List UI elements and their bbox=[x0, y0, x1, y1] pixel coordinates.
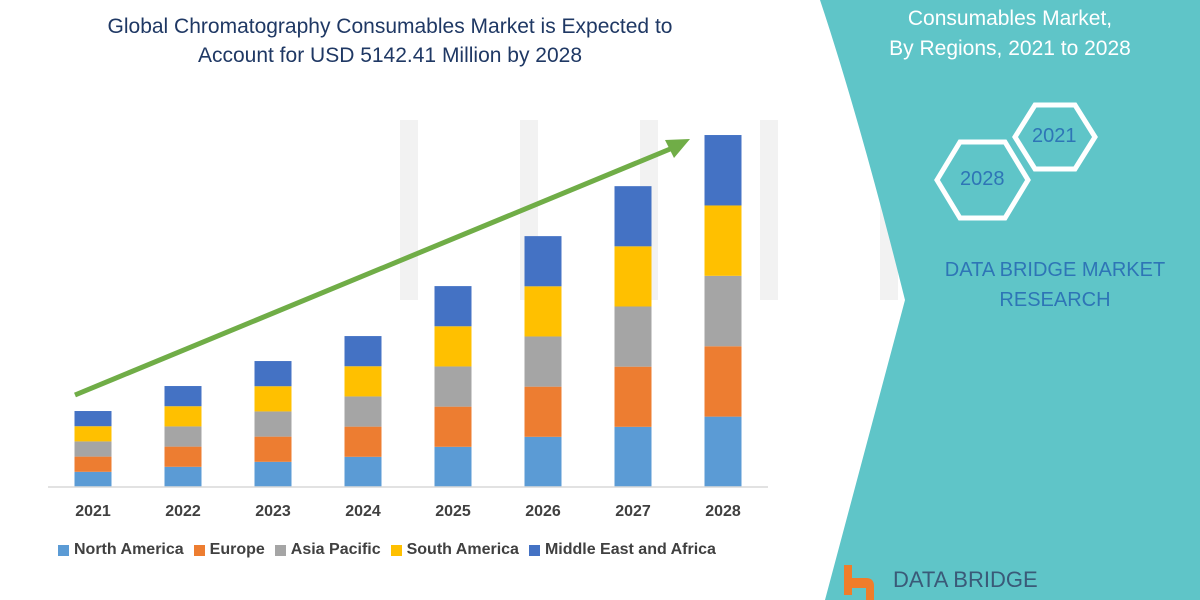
bar-segment-2024-asia-pacific bbox=[344, 396, 382, 427]
x-tick-label-2026: 2026 bbox=[525, 503, 561, 520]
bar-segment-2022-north-america bbox=[164, 466, 202, 487]
x-tick-label-2023: 2023 bbox=[255, 503, 291, 520]
bar-segment-2023-asia-pacific bbox=[254, 411, 292, 437]
bar-segment-2027-south-america bbox=[614, 246, 652, 307]
hex-label-2021: 2021 bbox=[1032, 125, 1077, 147]
panel-title-line-1: Consumables Market, bbox=[907, 7, 1113, 30]
x-tick-label-2027: 2027 bbox=[615, 503, 651, 520]
bar-segment-2028-north-america bbox=[704, 416, 742, 487]
bar-segment-2026-europe bbox=[524, 386, 562, 437]
legend-label: South America bbox=[406, 541, 519, 558]
panel-title-line-2: By Regions, 2021 to 2028 bbox=[889, 37, 1131, 60]
bar-segment-2024-middle-east-and-africa bbox=[344, 336, 382, 367]
bar-segment-2028-middle-east-and-africa bbox=[704, 135, 742, 206]
bar-segment-2021-middle-east-and-africa bbox=[74, 411, 112, 427]
bar-segment-2026-middle-east-and-africa bbox=[524, 236, 562, 287]
bar-segment-2027-asia-pacific bbox=[614, 306, 652, 367]
hexagon-2028-icon bbox=[934, 139, 1031, 221]
title-line-1: Global Chromatography Consumables Market… bbox=[107, 15, 673, 38]
bar-segment-2026-south-america bbox=[524, 286, 562, 337]
logo-b-icon bbox=[844, 565, 874, 600]
legend-label: North America bbox=[74, 541, 184, 558]
bar-segment-2021-north-america bbox=[74, 471, 112, 487]
legend-swatch bbox=[193, 544, 205, 556]
brand-text: DATA BRIDGE MARKET RESEARCH bbox=[920, 255, 1190, 315]
bar-segment-2023-north-america bbox=[254, 461, 292, 487]
legend-swatch bbox=[528, 544, 540, 556]
bar-segment-2022-asia-pacific bbox=[164, 426, 202, 447]
bar-segment-2027-north-america bbox=[614, 426, 652, 487]
bars-group bbox=[74, 135, 742, 487]
legend-label: Asia Pacific bbox=[290, 541, 381, 558]
bar-segment-2021-asia-pacific bbox=[74, 441, 112, 457]
bar-segment-2021-south-america bbox=[74, 426, 112, 442]
bar-segment-2025-south-america bbox=[434, 326, 472, 367]
legend-item: South America bbox=[390, 541, 519, 559]
brand-line-1: DATA BRIDGE MARKET bbox=[944, 259, 1166, 281]
bar-segment-2025-europe bbox=[434, 406, 472, 447]
bar-segment-2024-south-america bbox=[344, 366, 382, 397]
title-line-2: Account for USD 5142.41 Million by 2028 bbox=[197, 44, 583, 67]
x-tick-label-2028: 2028 bbox=[705, 503, 741, 520]
bar-segment-2028-south-america bbox=[704, 205, 742, 276]
bar-segment-2024-north-america bbox=[344, 456, 382, 487]
x-tick-label-2021: 2021 bbox=[75, 503, 111, 520]
panel-title: Consumables Market, By Regions, 2021 to … bbox=[860, 4, 1160, 64]
legend-item: Europe bbox=[193, 541, 265, 559]
bar-segment-2025-asia-pacific bbox=[434, 366, 472, 407]
bar-segment-2026-asia-pacific bbox=[524, 336, 562, 387]
legend-swatch bbox=[58, 544, 69, 556]
brand-line-2: RESEARCH bbox=[999, 289, 1111, 311]
bar-segment-2024-europe bbox=[344, 426, 382, 457]
bar-segment-2027-middle-east-and-africa bbox=[614, 186, 652, 247]
legend-item: Middle East and Africa bbox=[528, 541, 716, 559]
legend-label: Europe bbox=[209, 541, 265, 558]
bar-segment-2022-europe bbox=[164, 446, 202, 467]
x-tick-label-2024: 2024 bbox=[345, 503, 381, 520]
x-tick-label-2022: 2022 bbox=[165, 503, 201, 520]
bar-segment-2021-europe bbox=[74, 456, 112, 472]
bar-segment-2023-europe bbox=[254, 436, 292, 462]
legend-item: Asia Pacific bbox=[274, 541, 381, 559]
bar-segment-2028-europe bbox=[704, 346, 742, 417]
legend-swatch bbox=[390, 544, 402, 556]
chart-title: Global Chromatography Consumables Market… bbox=[40, 12, 740, 70]
logo-text: DATA BRIDGE bbox=[893, 567, 1038, 592]
bar-segment-2023-middle-east-and-africa bbox=[254, 361, 292, 387]
bar-segment-2025-north-america bbox=[434, 446, 472, 487]
legend: North America Europe Asia Pacific South Ame… bbox=[58, 541, 716, 559]
bar-segment-2023-south-america bbox=[254, 386, 292, 412]
legend-swatch bbox=[274, 544, 286, 556]
bar-segment-2025-middle-east-and-africa bbox=[434, 286, 472, 327]
bar-segment-2022-middle-east-and-africa bbox=[164, 386, 202, 407]
growth-trend-arrow bbox=[74, 144, 676, 398]
bar-segment-2022-south-america bbox=[164, 406, 202, 427]
hex-label-2028: 2028 bbox=[960, 168, 1005, 190]
bar-segment-2028-asia-pacific bbox=[704, 275, 742, 347]
hexagon-2021-icon bbox=[1012, 102, 1098, 172]
trend-arrowhead-icon bbox=[665, 139, 690, 158]
legend-item: North America bbox=[58, 541, 184, 559]
bar-segment-2027-europe bbox=[614, 366, 652, 427]
legend-label: Middle East and Africa bbox=[544, 541, 716, 558]
bar-segment-2026-north-america bbox=[524, 436, 562, 487]
teal-side-panel bbox=[820, 0, 1200, 600]
x-tick-label-2025: 2025 bbox=[435, 503, 471, 520]
